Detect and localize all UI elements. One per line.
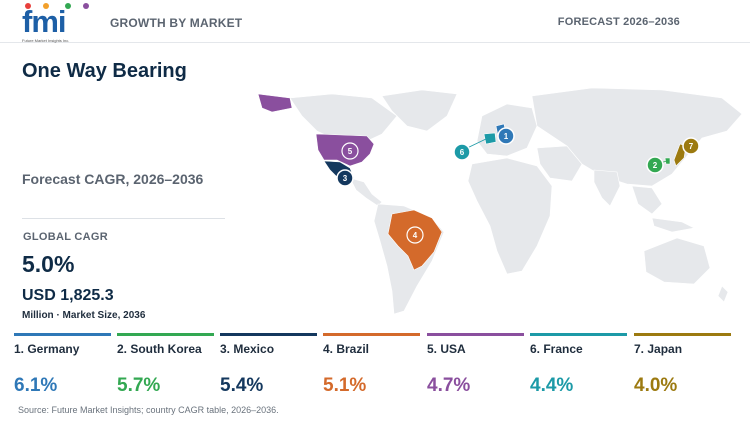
country-name: 7. Japan bbox=[634, 342, 683, 356]
market-size-note: Million · Market Size, 2036 bbox=[22, 310, 146, 321]
divider bbox=[22, 218, 225, 219]
marker-brazil[interactable]: 4 bbox=[406, 226, 424, 244]
forecast-subtitle: Forecast CAGR, 2026–2036 bbox=[22, 171, 204, 187]
country-color-bar bbox=[427, 333, 524, 336]
country-color-bar bbox=[323, 333, 420, 336]
country-name: 4. Brazil bbox=[323, 342, 370, 356]
india-shape bbox=[593, 169, 621, 207]
asia-shape bbox=[531, 87, 743, 187]
global-cagr-value: 5.0% bbox=[22, 251, 75, 277]
logo-text: fmi bbox=[22, 4, 67, 39]
marker-south-korea-label: 2 bbox=[653, 161, 658, 170]
marker-germany-label: 1 bbox=[504, 132, 509, 141]
country-cagr: 4.4% bbox=[530, 375, 574, 396]
marker-usa[interactable]: 5 bbox=[341, 142, 359, 160]
country-card-south-korea[interactable]: 2. South Korea 5.7% bbox=[117, 333, 214, 403]
country-name: 2. South Korea bbox=[117, 342, 202, 356]
country-cagr: 4.0% bbox=[634, 375, 678, 396]
country-color-bar bbox=[530, 333, 627, 336]
logo-tagline: Future Market Insights Inc. bbox=[22, 38, 70, 43]
market-size-value: USD 1,825.3 bbox=[22, 287, 114, 304]
source-note: Source: Future Market Insights; country … bbox=[18, 405, 279, 415]
country-cagr: 6.1% bbox=[14, 375, 58, 396]
canada-shape bbox=[289, 93, 398, 142]
country-color-bar bbox=[117, 333, 214, 336]
country-name: 5. USA bbox=[427, 342, 466, 356]
country-cagr: 5.7% bbox=[117, 375, 161, 396]
global-cagr-label: GLOBAL CAGR bbox=[23, 231, 108, 243]
france-shape bbox=[483, 132, 497, 145]
country-cagr: 5.1% bbox=[323, 375, 367, 396]
country-card-brazil[interactable]: 4. Brazil 5.1% bbox=[323, 333, 420, 403]
south-korea-shape bbox=[664, 157, 671, 165]
country-color-bar bbox=[14, 333, 111, 336]
section-label: GROWTH BY MARKET bbox=[110, 16, 243, 30]
country-name: 6. France bbox=[530, 342, 583, 356]
brazil-shape bbox=[387, 209, 443, 271]
country-name: 3. Mexico bbox=[220, 342, 275, 356]
logo-people-icon bbox=[25, 3, 89, 9]
new-zealand-shape bbox=[717, 285, 729, 303]
country-cagr: 5.4% bbox=[220, 375, 264, 396]
fmi-logo[interactable]: fmi Future Market Insights Inc. bbox=[22, 3, 92, 43]
country-name: 1. Germany bbox=[14, 342, 80, 356]
country-color-bar bbox=[220, 333, 317, 336]
country-cagr: 4.7% bbox=[427, 375, 471, 396]
marker-france-label: 6 bbox=[460, 148, 465, 157]
marker-japan[interactable]: 7 bbox=[682, 137, 700, 155]
marker-japan-label: 7 bbox=[689, 142, 694, 151]
marker-brazil-label: 4 bbox=[413, 231, 418, 240]
marker-usa-label: 5 bbox=[348, 147, 353, 156]
marker-mexico[interactable]: 3 bbox=[336, 169, 354, 187]
greenland-shape bbox=[381, 89, 458, 132]
world-map: 1 2 3 4 5 6 7 bbox=[257, 87, 743, 315]
country-card-usa[interactable]: 5. USA 4.7% bbox=[427, 333, 524, 403]
marker-mexico-label: 3 bbox=[343, 174, 348, 183]
page-header: fmi Future Market Insights Inc. GROWTH B… bbox=[0, 0, 750, 43]
page-title: One Way Bearing bbox=[22, 60, 187, 82]
marker-south-korea[interactable]: 2 bbox=[646, 156, 664, 174]
country-card-france[interactable]: 6. France 4.4% bbox=[530, 333, 627, 403]
southeast-asia-shape bbox=[631, 185, 695, 233]
country-color-bar bbox=[634, 333, 731, 336]
marker-germany[interactable]: 1 bbox=[497, 127, 515, 145]
country-card-japan[interactable]: 7. Japan 4.0% bbox=[634, 333, 731, 403]
marker-france[interactable]: 6 bbox=[453, 143, 471, 161]
country-card-germany[interactable]: 1. Germany 6.1% bbox=[14, 333, 111, 403]
australia-shape bbox=[643, 237, 711, 285]
forecast-label: FORECAST 2026–2036 bbox=[557, 16, 680, 28]
africa-shape bbox=[467, 157, 553, 275]
country-card-mexico[interactable]: 3. Mexico 5.4% bbox=[220, 333, 317, 403]
central-america-shape bbox=[349, 177, 383, 207]
usa-shape bbox=[257, 93, 375, 167]
country-cagr-list: 1. Germany 6.1% 2. South Korea 5.7% 3. M… bbox=[0, 333, 750, 403]
